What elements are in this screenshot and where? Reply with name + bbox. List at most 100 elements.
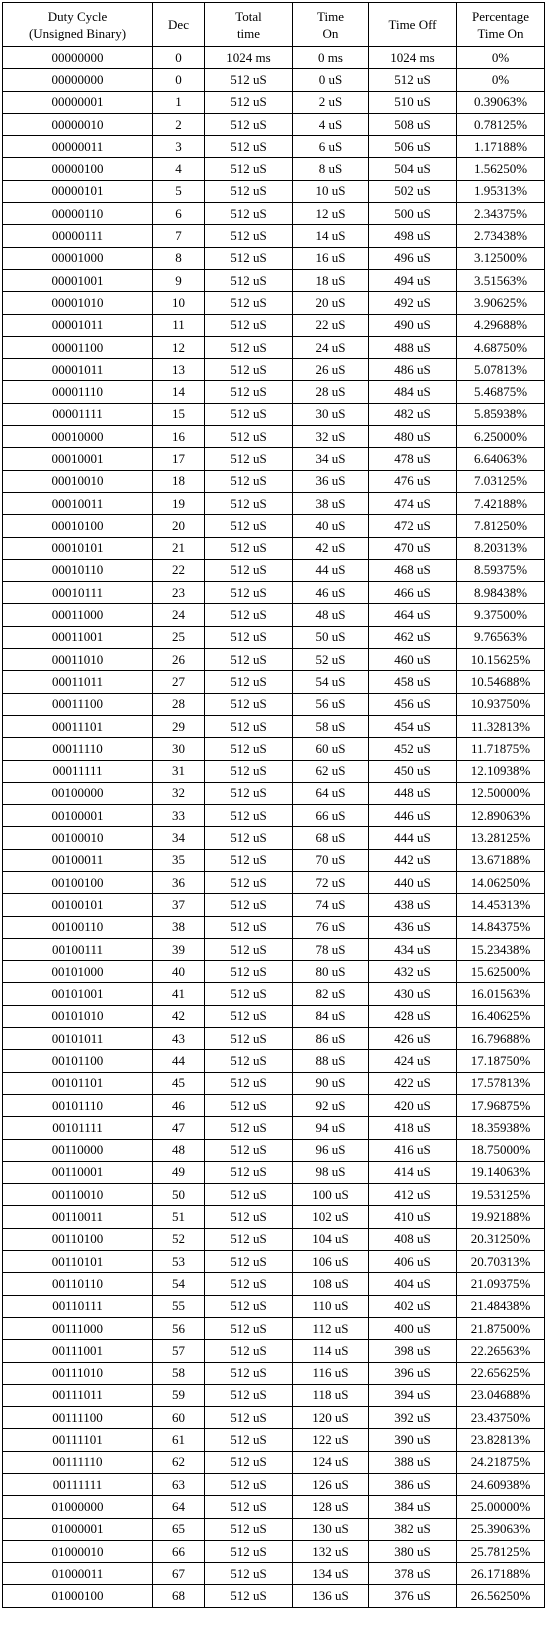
column-header-text: Time xyxy=(317,8,344,24)
table-row: 00000110 6 512 uS 12 uS 500 uS 2.34375% xyxy=(2,202,545,226)
column-header-dec: Dec xyxy=(152,2,205,47)
table-row: 00010111 23 512 uS 46 uS 466 uS 8.98438% xyxy=(2,581,545,605)
duty-cycle-cell: 00111001 xyxy=(2,1339,153,1363)
duty-cycle-cell: 00110010 xyxy=(2,1183,153,1207)
table-row: 00101111 47 512 uS 94 uS 418 uS 18.35938% xyxy=(2,1116,545,1140)
dec-cell: 30 xyxy=(152,737,205,761)
total-time-cell: 512 uS xyxy=(204,1428,293,1452)
percentage-time-on-cell: 0% xyxy=(456,45,545,70)
percentage-time-on-cell: 14.45313% xyxy=(456,893,545,917)
total-time-cell: 512 uS xyxy=(204,1071,293,1095)
time-on-cell: 68 uS xyxy=(292,826,369,850)
total-time-cell: 512 uS xyxy=(204,603,293,627)
percentage-time-on-cell: 7.42188% xyxy=(456,491,545,516)
percentage-time-on-cell: 16.40625% xyxy=(456,1004,545,1029)
duty-cycle-cell: 01000011 xyxy=(2,1562,153,1586)
time-off-cell: 478 uS xyxy=(368,447,457,471)
time-on-cell: 10 uS xyxy=(292,179,369,204)
total-time-cell: 1024 ms xyxy=(204,45,293,70)
time-on-cell: 0 ms xyxy=(292,45,369,70)
duty-cycle-cell: 01000100 xyxy=(2,1584,153,1608)
dec-cell: 26 xyxy=(152,648,205,672)
time-on-cell: 84 uS xyxy=(292,1004,369,1029)
duty-cycle-cell: 00111000 xyxy=(2,1316,153,1341)
table-row: 00101101 45 512 uS 90 uS 422 uS 17.57813% xyxy=(2,1071,545,1095)
time-on-cell: 88 uS xyxy=(292,1049,369,1073)
time-off-cell: 488 uS xyxy=(368,335,457,360)
table-row: 00111000 56 512 uS 112 uS 400 uS 21.87500% xyxy=(2,1316,545,1341)
time-off-cell: 412 uS xyxy=(368,1183,457,1207)
duty-cycle-cell: 00011011 xyxy=(2,670,153,694)
dec-cell: 39 xyxy=(152,937,205,962)
percentage-time-on-cell: 10.93750% xyxy=(456,692,545,716)
total-time-cell: 512 uS xyxy=(204,469,293,493)
duty-cycle-cell: 00110110 xyxy=(2,1272,153,1296)
time-on-cell: 44 uS xyxy=(292,558,369,583)
time-on-cell: 16 uS xyxy=(292,246,369,270)
duty-cycle-cell: 00010101 xyxy=(2,536,153,560)
time-on-cell: 122 uS xyxy=(292,1428,369,1452)
dec-cell: 13 xyxy=(152,358,205,382)
table-row: 00111110 62 512 uS 124 uS 388 uS 24.21875% xyxy=(2,1450,545,1475)
table-row: 00100110 38 512 uS 76 uS 436 uS 14.84375% xyxy=(2,915,545,939)
total-time-cell: 512 uS xyxy=(204,335,293,360)
duty-cycle-cell: 00001001 xyxy=(2,268,153,293)
dec-cell: 37 xyxy=(152,893,205,917)
column-header-text: (Unsigned Binary) xyxy=(28,25,127,41)
total-time-cell: 512 uS xyxy=(204,291,293,315)
duty-cycle-cell: 00100001 xyxy=(2,804,153,828)
dec-cell: 1 xyxy=(152,90,205,114)
dec-cell: 24 xyxy=(152,603,205,627)
table-row: 00101001 41 512 uS 82 uS 430 uS 16.01563% xyxy=(2,982,545,1006)
time-on-cell: 98 uS xyxy=(292,1160,369,1185)
duty-cycle-cell: 00001000 xyxy=(2,246,153,270)
duty-cycle-cell: 00111010 xyxy=(2,1361,153,1385)
time-off-cell: 388 uS xyxy=(368,1450,457,1475)
time-off-cell: 436 uS xyxy=(368,915,457,939)
table-row: 01000010 66 512 uS 132 uS 380 uS 25.78125% xyxy=(2,1539,545,1564)
dec-cell: 63 xyxy=(152,1472,205,1497)
percentage-time-on-cell: 4.29688% xyxy=(456,313,545,337)
duty-cycle-cell: 00111110 xyxy=(2,1450,153,1475)
time-off-cell: 384 uS xyxy=(368,1495,457,1519)
table-row: 00101010 42 512 uS 84 uS 428 uS 16.40625% xyxy=(2,1004,545,1029)
time-on-cell: 102 uS xyxy=(292,1205,369,1229)
time-on-cell: 6 uS xyxy=(292,135,369,159)
duty-cycle-cell: 00010000 xyxy=(2,425,153,449)
dec-cell: 57 xyxy=(152,1339,205,1363)
table-row: 00110110 54 512 uS 108 uS 404 uS 21.09375% xyxy=(2,1272,545,1296)
duty-cycle-cell: 00101000 xyxy=(2,960,153,984)
time-on-cell: 38 uS xyxy=(292,491,369,516)
dec-cell: 31 xyxy=(152,759,205,783)
percentage-time-on-cell: 0% xyxy=(456,68,545,92)
dec-cell: 55 xyxy=(152,1294,205,1318)
duty-cycle-cell: 00000111 xyxy=(2,224,153,248)
dec-cell: 53 xyxy=(152,1250,205,1274)
percentage-time-on-cell: 15.23438% xyxy=(456,937,545,962)
percentage-time-on-cell: 23.04688% xyxy=(456,1383,545,1408)
table-row: 00111010 58 512 uS 116 uS 396 uS 22.65625% xyxy=(2,1361,545,1385)
total-time-cell: 512 uS xyxy=(204,179,293,204)
table-row: 01000011 67 512 uS 134 uS 378 uS 26.17188% xyxy=(2,1562,545,1586)
time-on-cell: 0 uS xyxy=(292,68,369,92)
time-on-cell: 92 uS xyxy=(292,1093,369,1118)
table-row: 00101011 43 512 uS 86 uS 426 uS 16.79688% xyxy=(2,1027,545,1051)
time-on-cell: 46 uS xyxy=(292,581,369,605)
duty-cycle-cell: 00101011 xyxy=(2,1027,153,1051)
total-time-cell: 512 uS xyxy=(204,870,293,895)
duty-cycle-cell: 00101110 xyxy=(2,1093,153,1118)
time-on-cell: 52 uS xyxy=(292,648,369,672)
table-row: 00101110 46 512 uS 92 uS 420 uS 17.96875% xyxy=(2,1093,545,1118)
time-on-cell: 56 uS xyxy=(292,692,369,716)
total-time-cell: 512 uS xyxy=(204,135,293,159)
percentage-time-on-cell: 23.82813% xyxy=(456,1428,545,1452)
duty-cycle-cell: 00010011 xyxy=(2,491,153,516)
time-off-cell: 1024 ms xyxy=(368,45,457,70)
dec-cell: 20 xyxy=(152,514,205,538)
dec-cell: 5 xyxy=(152,179,205,204)
dec-cell: 10 xyxy=(152,291,205,315)
percentage-time-on-cell: 10.54688% xyxy=(456,670,545,694)
table-row: 00111101 61 512 uS 122 uS 390 uS 23.82813% xyxy=(2,1428,545,1452)
time-off-cell: 420 uS xyxy=(368,1093,457,1118)
time-off-cell: 500 uS xyxy=(368,202,457,226)
